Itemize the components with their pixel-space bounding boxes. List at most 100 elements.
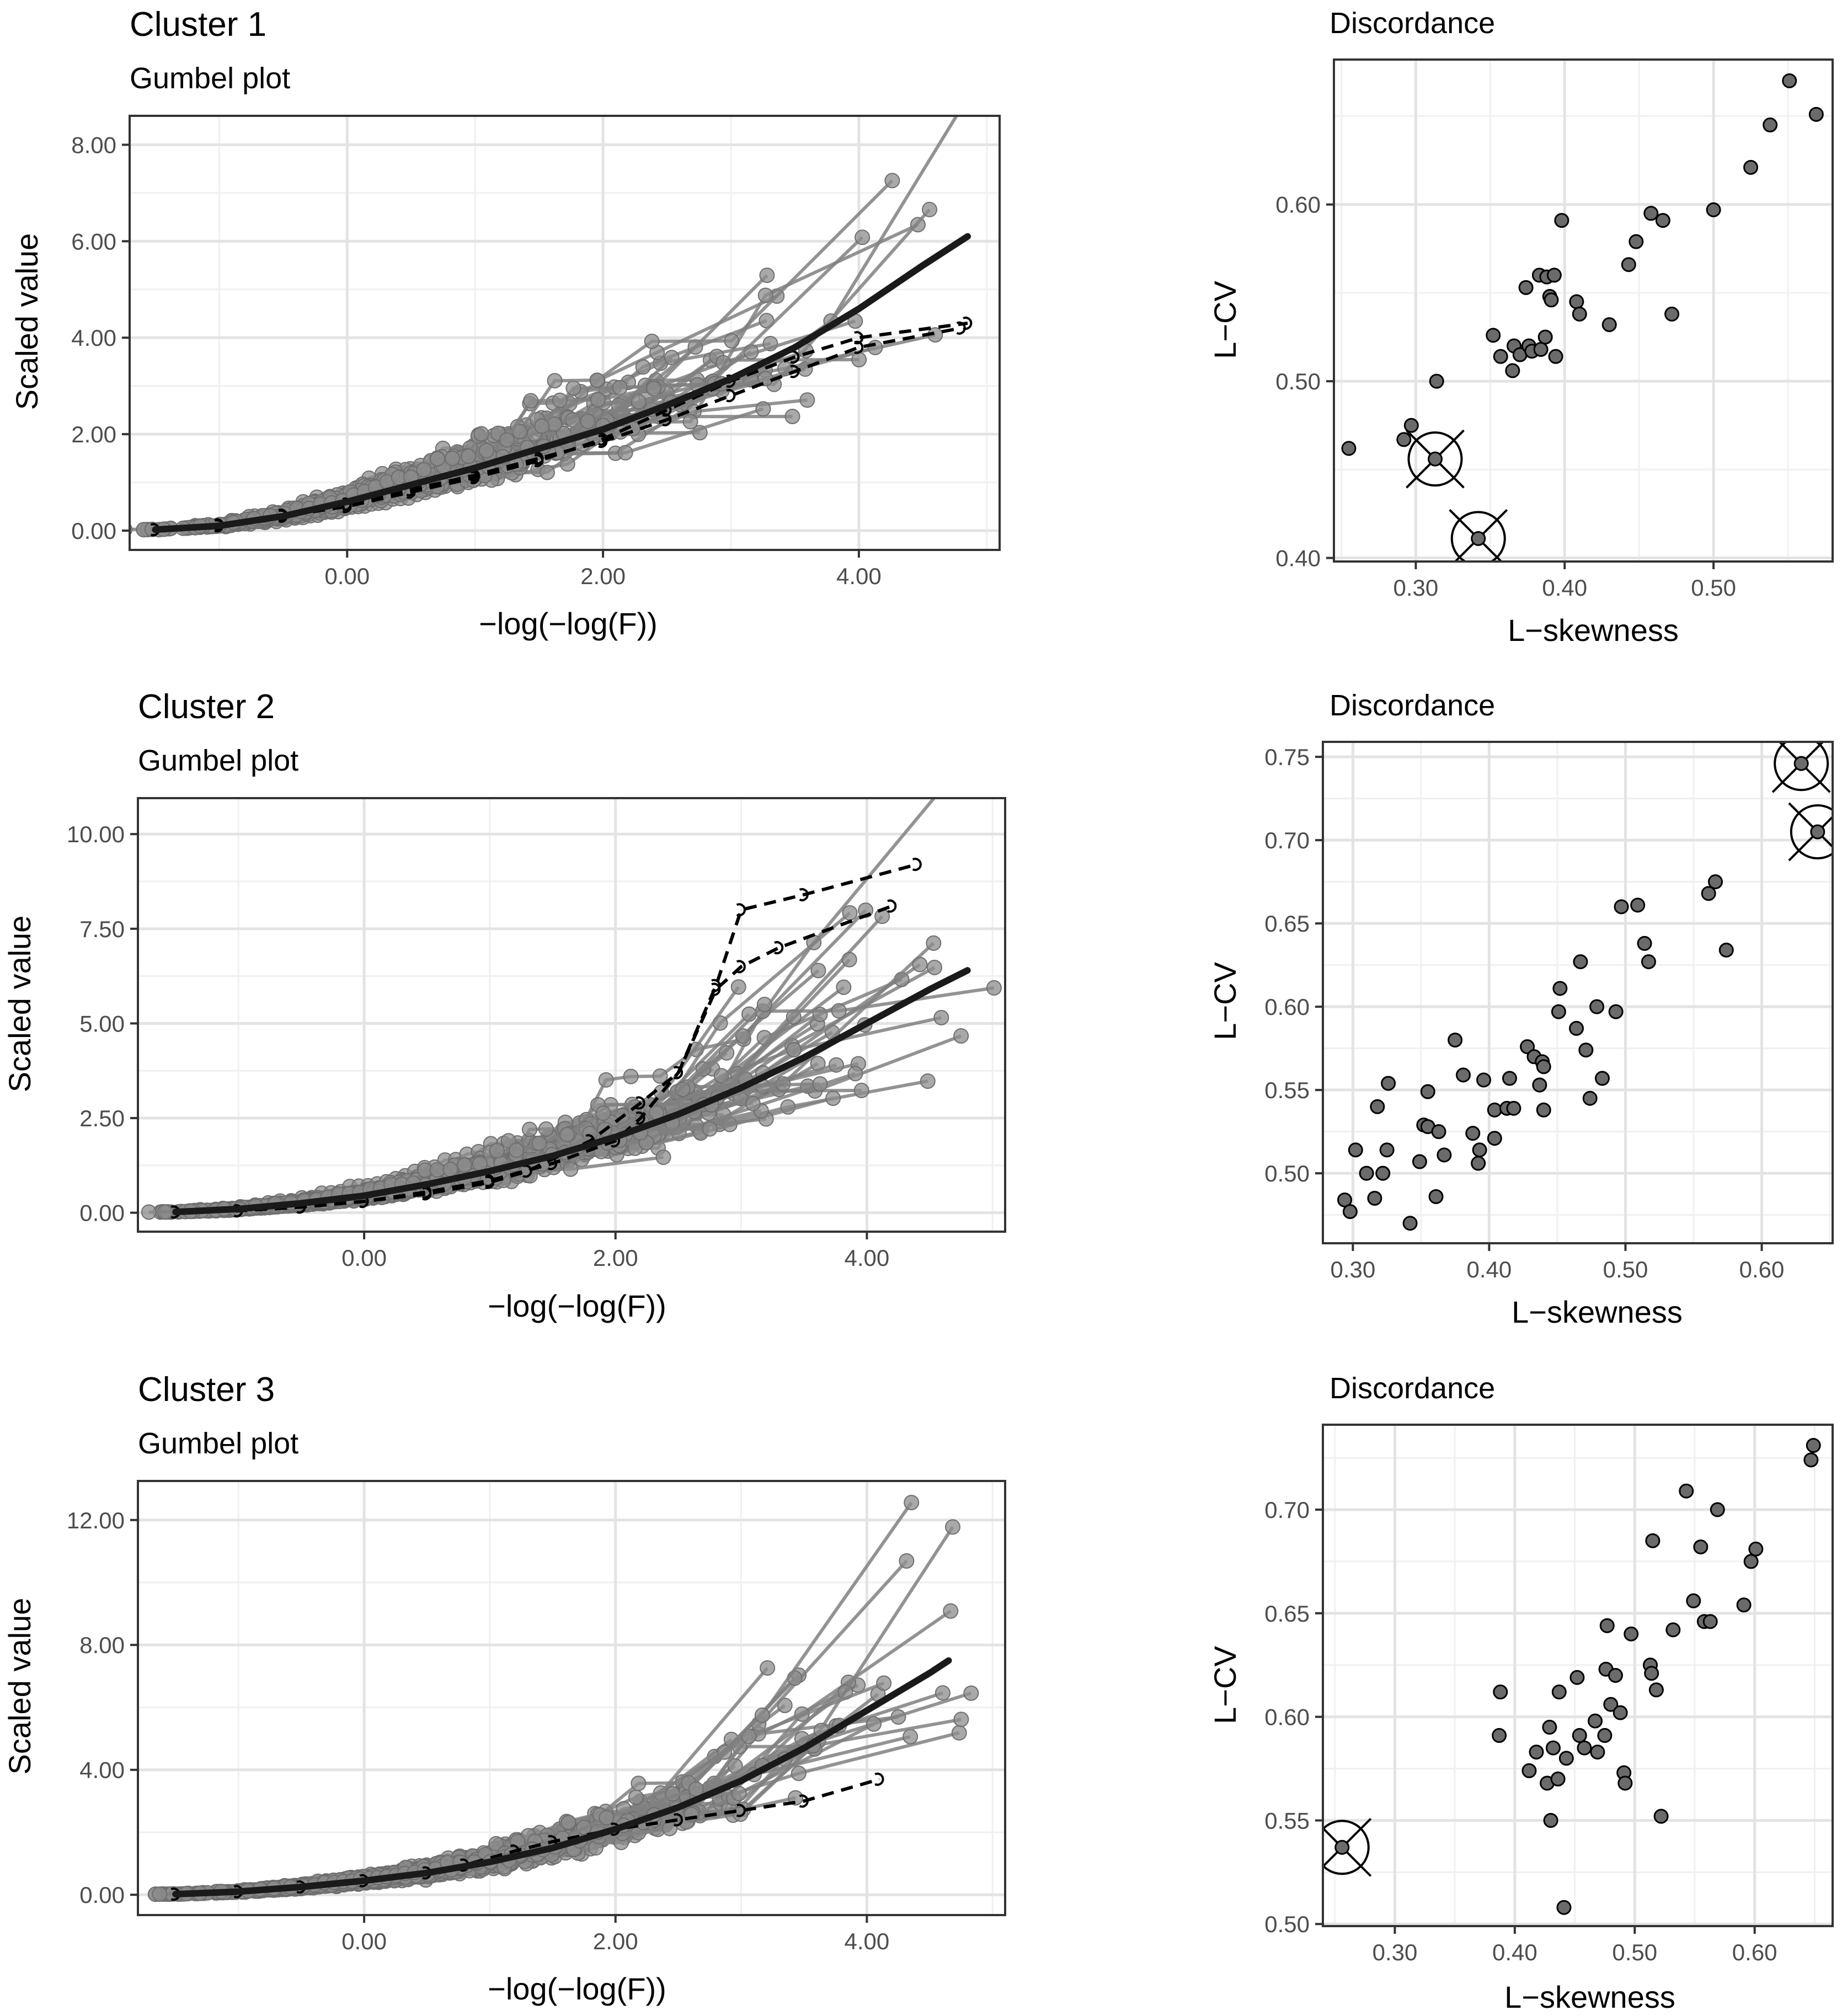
scatter-point [1542, 1719, 1557, 1735]
station-point [598, 1072, 614, 1088]
scatter-point [1655, 213, 1670, 228]
gridlines [1334, 60, 1833, 562]
station-point [635, 359, 651, 375]
x-axis-title: −log(−log(F)) [488, 1288, 666, 1323]
plot-panel [1323, 742, 1833, 1243]
y-tick-label: 0.65 [1264, 1601, 1310, 1627]
scatter-point [1706, 202, 1721, 217]
discordant-ring [1323, 1820, 1370, 1875]
x-tick-label: 0.40 [1492, 1939, 1537, 1965]
scatter-point [1465, 1126, 1481, 1141]
cluster-2-discordance-plot: Discordance L−skewness L−CV 0.30 0.40 0.50… [1208, 689, 1834, 1329]
station-point [646, 381, 662, 397]
scatter-point [1448, 1033, 1463, 1048]
scatter-point [1551, 1004, 1566, 1019]
station-point [831, 1003, 847, 1019]
discordant-station-line [175, 904, 893, 1214]
discordant-station-point [854, 340, 864, 354]
discordant-station-point [963, 317, 973, 330]
y-tick-label: 0.60 [1275, 192, 1321, 218]
y-axis-title: Scaled value [2, 916, 37, 1093]
y-tick-label: 0.40 [1275, 546, 1321, 571]
station-point [489, 1143, 505, 1159]
station-point [655, 1149, 671, 1165]
discordant-ring [1450, 511, 1506, 562]
station-point [456, 1157, 472, 1173]
cluster-2-gumbel-plot: Cluster 2 Gumbel plot −log(−log(F)) Scal… [2, 688, 1006, 1323]
station-point [552, 392, 568, 408]
scatter-point [1629, 234, 1644, 249]
station-point [951, 1725, 967, 1741]
scatter-point [1614, 899, 1629, 915]
station-point [730, 979, 746, 995]
cluster-3-gumbel-plot: Cluster 3 Gumbel plot −log(−log(F)) Scal… [2, 1371, 1006, 2006]
x-tick-label: 0.50 [1691, 575, 1736, 601]
y-tick-label: 0.50 [1275, 368, 1321, 394]
station-point [950, 763, 964, 777]
station-point [853, 1083, 869, 1099]
discordant-station-line [175, 863, 918, 1214]
y-axis-title: Scaled value [9, 233, 44, 410]
station-point [903, 1729, 919, 1745]
x-tick-label: 0.40 [1542, 575, 1587, 601]
cluster-1-discordance-plot: Discordance L−skewness L−CV 0.30 0.40 0.50… [1208, 7, 1834, 648]
station-point [841, 951, 857, 967]
station-point [899, 1553, 915, 1569]
y-tick-label: 0.55 [1264, 1077, 1310, 1103]
scatter-point [1431, 1124, 1446, 1140]
station-point [565, 380, 581, 396]
scatter-point [1569, 294, 1584, 309]
scatter-point [1367, 1190, 1382, 1206]
station-point [812, 1076, 828, 1092]
x-axis-title: −log(−log(F)) [488, 1971, 666, 2006]
station-point [963, 1685, 979, 1701]
station-point [488, 1836, 504, 1852]
plot-border [1322, 741, 1834, 1244]
plot-marks [1337, 742, 1833, 1231]
scatter-point [1793, 756, 1809, 771]
discordant-station-point [854, 331, 864, 345]
plot-border [137, 1480, 1006, 1916]
plot-marks [147, 1495, 979, 1902]
station-point [755, 401, 771, 417]
y-tick-label: 0.50 [1264, 1911, 1310, 1937]
scatter-point [1381, 1076, 1396, 1091]
station-point [444, 450, 460, 466]
chart-title: Discordance [1330, 7, 1495, 40]
discordant-station-point [636, 1111, 645, 1125]
station-point [791, 1766, 807, 1782]
x-tick-label: 2.00 [580, 563, 626, 589]
station-point [523, 393, 539, 409]
station-point [534, 418, 550, 434]
scatter-point [1544, 292, 1559, 308]
scatter-point [1427, 451, 1443, 467]
station-point [509, 1142, 525, 1158]
discordant-station-point [799, 1794, 809, 1808]
chart-title: Discordance [1330, 1372, 1495, 1405]
y-tick-label: 0.65 [1264, 911, 1310, 937]
scatter-point [1334, 1839, 1350, 1855]
x-tick-label: 0.60 [1732, 1939, 1777, 1965]
scatter-point [1554, 213, 1569, 228]
scatter-point [1546, 268, 1562, 283]
y-tick-label: 5.00 [79, 1010, 125, 1036]
plot-panel [130, 116, 1000, 550]
discordant-marker [1449, 509, 1508, 562]
scatter-point [1487, 1131, 1502, 1146]
scatter-point [1556, 1900, 1572, 1915]
scatter-point [1710, 1502, 1725, 1517]
chart-title: Cluster 2 [138, 688, 275, 726]
x-tick-label: 0.50 [1603, 1256, 1648, 1282]
discordant-station-point [534, 454, 544, 468]
plot-marks [141, 763, 1002, 1220]
chart-subtitle: Gumbel plot [138, 744, 298, 777]
station-point [953, 1712, 969, 1728]
scatter-point [1782, 73, 1797, 88]
scatter-point [1533, 341, 1549, 357]
station-point [547, 373, 563, 389]
discordant-station-point [790, 365, 800, 378]
scatter-point [1578, 1042, 1594, 1058]
scatter-point [1403, 418, 1419, 433]
station-point [617, 445, 633, 461]
station-point [612, 379, 628, 395]
